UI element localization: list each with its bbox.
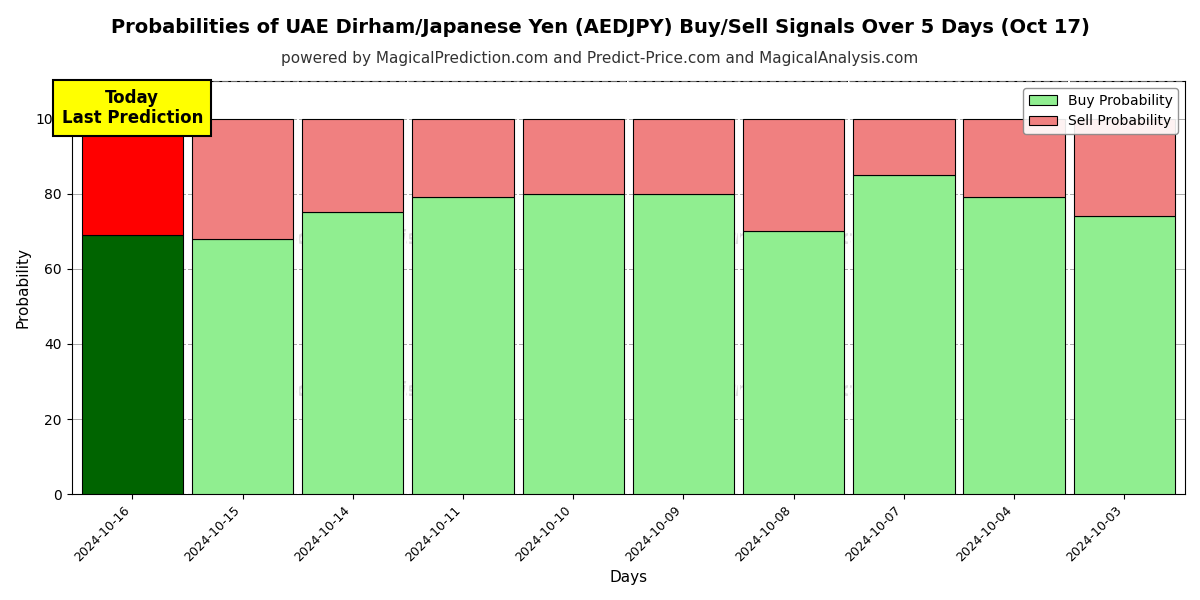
Bar xyxy=(302,212,403,494)
Bar xyxy=(632,194,734,494)
Bar xyxy=(302,119,403,212)
Bar xyxy=(192,119,293,239)
Bar xyxy=(192,239,293,494)
Legend: Buy Probability, Sell Probability: Buy Probability, Sell Probability xyxy=(1024,88,1178,134)
Text: MagicalPrediction.com: MagicalPrediction.com xyxy=(637,229,887,248)
Bar xyxy=(82,235,182,494)
Text: MagicalPrediction.com: MagicalPrediction.com xyxy=(637,382,887,400)
Bar xyxy=(522,119,624,194)
Text: Today
Last Prediction: Today Last Prediction xyxy=(61,89,203,127)
Text: calAnalysis.com: calAnalysis.com xyxy=(295,382,472,400)
Text: powered by MagicalPrediction.com and Predict-Price.com and MagicalAnalysis.com: powered by MagicalPrediction.com and Pre… xyxy=(281,51,919,66)
Bar xyxy=(632,119,734,194)
Bar xyxy=(964,197,1064,494)
Bar xyxy=(413,119,514,197)
Text: Probabilities of UAE Dirham/Japanese Yen (AEDJPY) Buy/Sell Signals Over 5 Days (: Probabilities of UAE Dirham/Japanese Yen… xyxy=(110,18,1090,37)
Text: calAnalysis.com: calAnalysis.com xyxy=(295,229,472,248)
X-axis label: Days: Days xyxy=(610,570,647,585)
Bar xyxy=(413,197,514,494)
Bar xyxy=(853,119,955,175)
Bar xyxy=(743,119,845,231)
Bar xyxy=(1074,119,1175,216)
Bar xyxy=(853,175,955,494)
Y-axis label: Probability: Probability xyxy=(16,247,30,328)
Bar xyxy=(522,194,624,494)
Bar xyxy=(82,119,182,235)
Bar xyxy=(1074,216,1175,494)
Bar xyxy=(964,119,1064,197)
Bar xyxy=(743,231,845,494)
